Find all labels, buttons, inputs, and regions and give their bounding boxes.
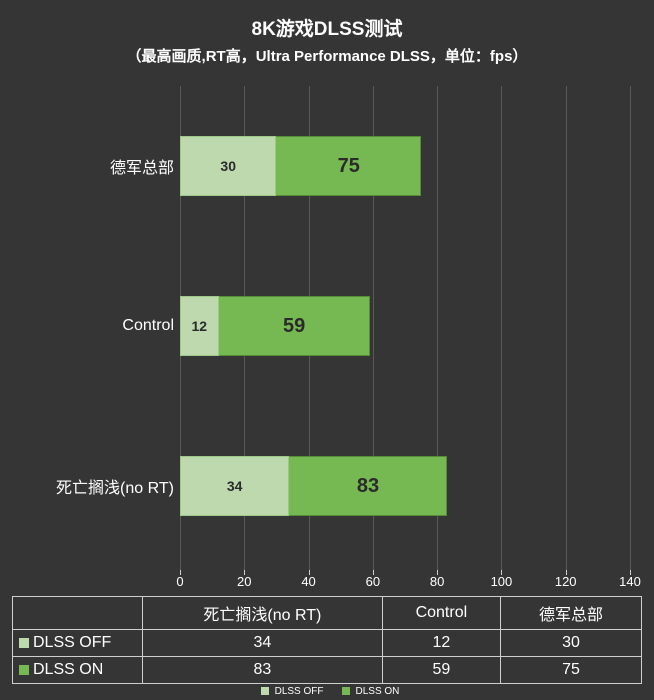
chart-container: 8K游戏DLSS测试 （最高画质,RT高，Ultra Performance D… bbox=[0, 0, 654, 700]
chart-subtitle: （最高画质,RT高，Ultra Performance DLSS，单位：fps） bbox=[0, 41, 654, 76]
x-tick-label: 0 bbox=[176, 574, 183, 589]
table-row: DLSS OFF341230 bbox=[13, 630, 642, 657]
table-row: DLSS ON835975 bbox=[13, 657, 642, 684]
bar-value-label: 75 bbox=[338, 155, 360, 178]
legend-swatch bbox=[261, 687, 269, 695]
table-column-header: 死亡搁浅(no RT) bbox=[143, 597, 383, 630]
series-swatch bbox=[19, 638, 29, 648]
legend: DLSS OFF DLSS ON bbox=[0, 686, 654, 697]
gridline bbox=[630, 86, 631, 570]
bar-value-label: 59 bbox=[283, 315, 305, 338]
bar-dlss-off: 12 bbox=[180, 296, 219, 356]
gridline bbox=[501, 86, 502, 570]
table-row-label: DLSS OFF bbox=[13, 630, 143, 657]
table-cell: 83 bbox=[143, 657, 383, 684]
x-tick-label: 60 bbox=[366, 574, 380, 589]
legend-item: DLSS OFF bbox=[255, 686, 324, 697]
bar-value-label: 12 bbox=[191, 318, 207, 334]
table-column-header: 德军总部 bbox=[500, 597, 641, 630]
bar-value-label: 34 bbox=[227, 478, 243, 494]
x-tick-label: 20 bbox=[237, 574, 251, 589]
table-cell: 30 bbox=[500, 630, 641, 657]
bar-value-label: 30 bbox=[220, 158, 236, 174]
table-column-header: Control bbox=[382, 597, 500, 630]
chart-title: 8K游戏DLSS测试 bbox=[0, 0, 654, 41]
x-tick-label: 140 bbox=[619, 574, 641, 589]
bar-value-label: 83 bbox=[357, 475, 379, 498]
x-tick-label: 100 bbox=[491, 574, 513, 589]
table-cell: 12 bbox=[382, 630, 500, 657]
table-cell: 59 bbox=[382, 657, 500, 684]
table-row-label: DLSS ON bbox=[13, 657, 143, 684]
legend-swatch bbox=[342, 687, 350, 695]
x-tick-label: 80 bbox=[430, 574, 444, 589]
table-corner bbox=[13, 597, 143, 630]
y-axis-label: 死亡搁浅(no RT) bbox=[4, 474, 174, 498]
legend-item: DLSS ON bbox=[336, 686, 400, 697]
table-cell: 75 bbox=[500, 657, 641, 684]
y-axis-label: 德军总部 bbox=[4, 154, 174, 178]
gridline bbox=[566, 86, 567, 570]
data-table: 死亡搁浅(no RT)Control德军总部DLSS OFF341230DLSS… bbox=[12, 596, 642, 684]
x-tick-label: 120 bbox=[555, 574, 577, 589]
x-tick-label: 40 bbox=[301, 574, 315, 589]
series-swatch bbox=[19, 665, 29, 675]
bar-dlss-off: 34 bbox=[180, 456, 289, 516]
bar-dlss-off: 30 bbox=[180, 136, 276, 196]
y-axis-label: Control bbox=[4, 317, 174, 335]
table-cell: 34 bbox=[143, 630, 383, 657]
plot-area: 020406080100120140753059128334 bbox=[180, 86, 630, 570]
